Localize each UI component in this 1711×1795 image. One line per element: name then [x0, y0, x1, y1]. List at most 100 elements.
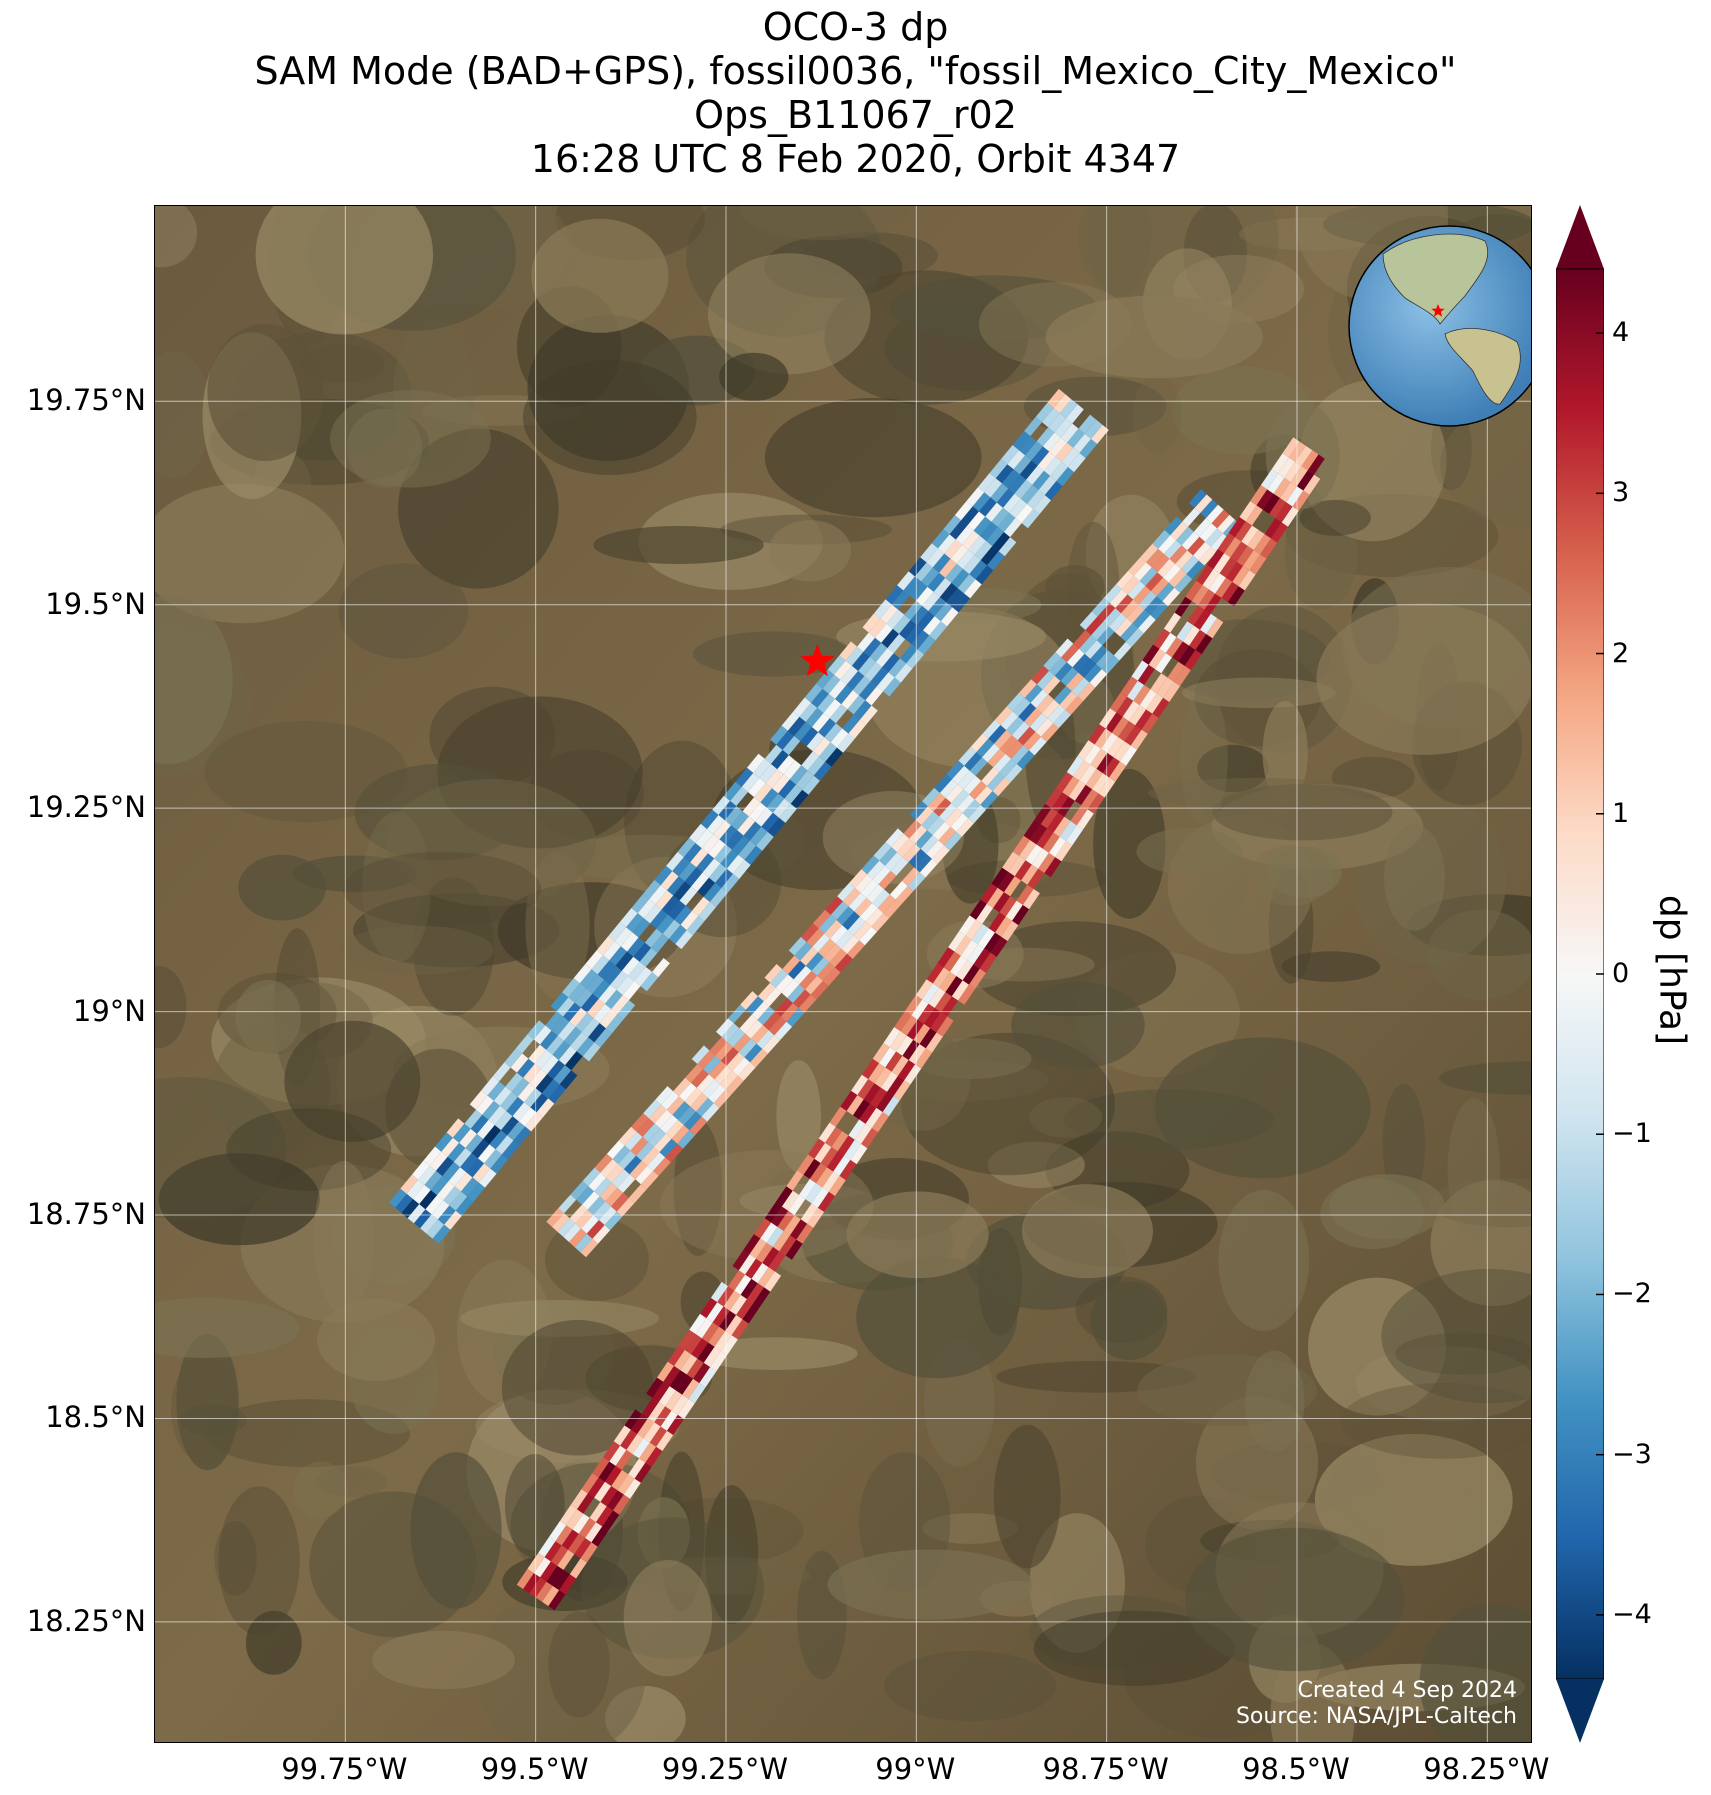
sounding-footprint — [1096, 626, 1115, 646]
sounding-footprint — [407, 1204, 426, 1224]
sounding-footprint — [1041, 699, 1060, 719]
lon-tick-label: 98.75°W — [1042, 1752, 1169, 1786]
sounding-footprint — [899, 644, 918, 664]
sounding-footprint — [943, 515, 962, 535]
sounding-footprint — [1004, 763, 1023, 783]
sounding-footprint — [581, 1214, 599, 1234]
sounding-footprint — [624, 1409, 642, 1430]
sounding-footprint — [770, 969, 788, 988]
sounding-footprint — [1094, 728, 1112, 749]
sounding-footprint — [569, 1228, 587, 1248]
sounding-footprint — [548, 1590, 566, 1611]
sounding-footprint — [573, 964, 592, 984]
sounding-footprint — [666, 1119, 684, 1139]
sounding-footprint — [833, 1155, 851, 1176]
sounding-footprint — [1234, 521, 1252, 542]
sounding-footprint — [1301, 450, 1319, 471]
sounding-footprint — [619, 1126, 637, 1146]
sounding-footprint — [855, 874, 873, 893]
terrain-patch — [1395, 1332, 1531, 1375]
sounding-footprint — [1020, 484, 1039, 504]
sounding-footprint — [675, 1374, 693, 1395]
terrain-patch — [155, 351, 212, 479]
sounding-footprint — [1189, 629, 1207, 650]
sounding-footprint — [771, 749, 789, 770]
sounding-footprint — [1307, 454, 1325, 475]
map-panel[interactable]: Created 4 Sep 2024 Source: NASA/JPL-Calt… — [154, 205, 1532, 1743]
sounding-footprint — [765, 769, 784, 789]
sounding-footprint — [460, 1153, 478, 1173]
sounding-footprint — [1168, 569, 1187, 588]
sounding-footprint — [713, 1089, 732, 1108]
terrain-patch — [739, 206, 910, 241]
sounding-footprint — [1013, 455, 1032, 475]
sounding-footprint — [950, 955, 968, 976]
sounding-footprint — [891, 833, 910, 853]
terrain-patch — [346, 408, 423, 488]
sounding-footprint — [1022, 888, 1040, 910]
sounding-footprint — [732, 1250, 750, 1271]
sounding-footprint — [857, 632, 875, 652]
terrain-patch — [1063, 1089, 1274, 1150]
sounding-footprint — [693, 1362, 711, 1383]
sounding-footprint — [870, 1087, 888, 1108]
colorbar-label: dp [hPa] — [1651, 894, 1693, 1046]
sounding-footprint — [779, 1235, 797, 1256]
sounding-footprint — [811, 713, 830, 733]
sounding-footprint — [454, 1172, 473, 1192]
sounding-footprint — [969, 780, 987, 800]
sounding-footprint — [798, 994, 817, 1014]
sounding-footprint — [464, 1109, 483, 1129]
sounding-footprint — [1030, 824, 1048, 845]
sounding-footprint — [813, 761, 832, 781]
sounding-footprint — [696, 853, 715, 873]
sounding-footprint — [951, 980, 969, 1001]
sounding-footprint — [1047, 388, 1066, 408]
sounding-footprint — [922, 983, 940, 1004]
terrain-patch — [623, 1560, 713, 1677]
sounding-footprint — [1077, 682, 1096, 702]
sounding-footprint — [745, 996, 764, 1015]
terrain-patch — [235, 979, 301, 1055]
sounding-footprint — [939, 558, 957, 578]
sounding-footprint — [1053, 394, 1072, 414]
sounding-footprint — [1085, 616, 1104, 636]
sounding-footprint — [847, 695, 866, 715]
sounding-footprint — [844, 1139, 862, 1160]
sounding-footprint — [587, 998, 605, 1018]
sounding-footprint — [1017, 726, 1036, 746]
sounding-footprint — [930, 1012, 948, 1033]
sounding-footprint — [1267, 473, 1285, 494]
sounding-footprint — [787, 716, 806, 736]
sounding-footprint — [968, 804, 987, 824]
colorbar-extend-top — [1556, 205, 1604, 269]
sounding-footprint — [1253, 534, 1271, 555]
sounding-footprint — [740, 1278, 758, 1299]
colorbar-tick-label: −4 — [1612, 1598, 1652, 1630]
sounding-footprint — [1091, 597, 1110, 617]
sounding-footprint — [395, 1193, 413, 1213]
sounding-footprint — [621, 956, 640, 976]
sounding-footprint — [858, 656, 876, 676]
sounding-footprint — [1073, 760, 1091, 781]
sounding-footprint — [1157, 558, 1176, 578]
sounding-footprint — [672, 1101, 691, 1120]
sounding-footprint — [684, 1087, 703, 1107]
sounding-footprint — [424, 1170, 443, 1190]
sounding-footprint — [1003, 517, 1022, 538]
terrain-patch — [673, 1119, 723, 1256]
sounding-footprint — [949, 520, 968, 540]
terrain-patch — [801, 232, 938, 280]
sounding-footprint — [616, 975, 635, 995]
sounding-footprint — [914, 830, 933, 849]
sounding-footprint — [570, 1489, 588, 1510]
sounding-footprint — [861, 855, 880, 875]
sounding-footprint — [1043, 652, 1062, 671]
sounding-footprint — [727, 1028, 746, 1048]
terrain-patch — [1045, 295, 1263, 379]
sounding-footprint — [728, 1270, 746, 1291]
sounding-footprint — [689, 823, 707, 843]
sounding-footprint — [406, 1179, 425, 1199]
sounding-footprint — [1191, 585, 1209, 606]
sounding-footprint — [831, 1131, 849, 1152]
